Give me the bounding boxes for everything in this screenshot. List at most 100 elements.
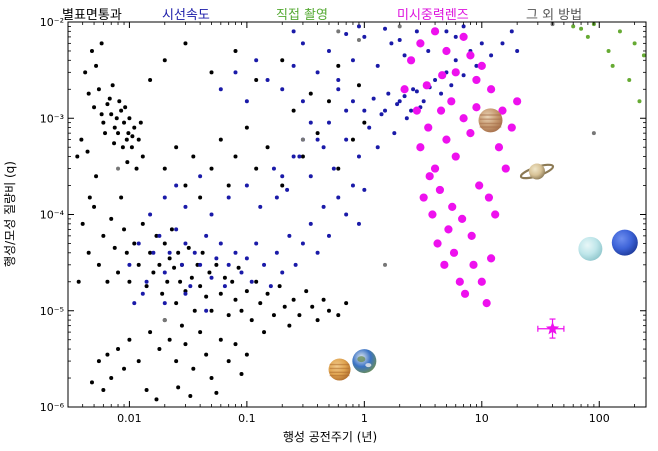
data-point — [336, 195, 341, 200]
data-point — [105, 279, 110, 284]
data-point — [326, 308, 331, 313]
data-point — [79, 137, 84, 142]
data-point — [326, 48, 331, 53]
plot-frame — [67, 21, 647, 408]
planet-body — [328, 358, 351, 381]
data-point — [315, 131, 320, 136]
data-point — [356, 154, 361, 159]
data-point — [472, 103, 481, 112]
data-point — [124, 250, 129, 255]
data-point — [148, 77, 153, 82]
data-point — [99, 112, 104, 117]
planet-body — [578, 236, 603, 261]
data-point — [641, 53, 646, 58]
data-point — [101, 388, 106, 393]
data-point — [571, 24, 576, 29]
data-point — [169, 227, 174, 232]
data-point — [233, 70, 238, 75]
data-point — [479, 41, 484, 46]
data-point — [459, 32, 468, 42]
data-point — [192, 250, 197, 255]
data-point — [254, 77, 259, 82]
data-point — [383, 262, 388, 267]
data-point — [112, 245, 117, 250]
data-point — [449, 83, 454, 88]
data-point — [226, 195, 231, 200]
data-point — [321, 297, 326, 302]
data-point — [477, 61, 486, 70]
data-point — [447, 97, 456, 106]
data-point — [96, 359, 101, 364]
data-point — [144, 279, 149, 284]
data-point — [189, 275, 194, 280]
data-point — [209, 212, 214, 217]
venus-icon — [328, 358, 351, 381]
data-point — [404, 116, 409, 121]
data-point — [94, 63, 99, 68]
data-point — [123, 105, 128, 110]
data-point — [110, 83, 115, 88]
data-point — [287, 233, 292, 238]
data-point — [383, 26, 388, 31]
data-point — [249, 318, 254, 323]
data-point — [350, 99, 355, 104]
data-point — [274, 195, 279, 200]
data-point — [350, 58, 355, 63]
data-point — [498, 106, 507, 115]
series-0 — [75, 41, 367, 402]
earth-icon — [352, 349, 377, 374]
x-tick-label: 1 — [361, 412, 368, 425]
data-point — [132, 241, 137, 246]
data-point — [162, 318, 167, 323]
data-point — [297, 313, 302, 318]
data-point — [265, 145, 270, 150]
data-point — [494, 143, 504, 152]
data-point — [167, 256, 172, 261]
data-point — [92, 204, 97, 209]
data-point — [402, 53, 407, 58]
data-point — [386, 91, 391, 96]
data-point — [469, 260, 478, 269]
data-point — [455, 277, 464, 286]
data-point — [226, 262, 231, 267]
data-point — [433, 239, 442, 248]
data-point — [186, 245, 191, 250]
data-point — [233, 154, 238, 159]
data-point — [254, 58, 259, 63]
data-point — [414, 29, 419, 34]
data-point — [356, 24, 361, 29]
data-point — [222, 275, 227, 280]
data-point — [321, 204, 326, 209]
planet-body — [352, 349, 377, 374]
data-point — [179, 262, 184, 267]
planet-body — [528, 163, 545, 180]
data-point — [461, 73, 466, 78]
data-point — [99, 41, 104, 46]
data-point — [400, 85, 409, 94]
data-point — [344, 108, 349, 113]
data-point — [254, 241, 259, 246]
data-point — [94, 174, 99, 179]
data-point — [344, 32, 349, 37]
data-point — [136, 262, 141, 267]
data-point — [244, 99, 249, 104]
data-point — [442, 135, 451, 144]
data-point — [116, 347, 121, 352]
data-point — [127, 279, 132, 284]
data-point — [249, 279, 254, 284]
data-point — [122, 366, 127, 371]
data-point — [239, 372, 244, 377]
data-point — [154, 233, 159, 238]
data-point — [151, 250, 156, 255]
y-axis-title: 행성/모성 질량비 (q) — [2, 161, 17, 267]
data-point — [183, 41, 188, 46]
data-point — [183, 204, 188, 209]
data-point — [433, 77, 438, 82]
data-point — [425, 172, 434, 181]
data-point — [344, 137, 349, 142]
x-axis-title: 행성 공전주기 (년) — [283, 429, 377, 444]
data-point — [162, 58, 167, 63]
data-point — [326, 120, 331, 125]
data-point — [440, 260, 449, 269]
data-point — [350, 183, 355, 188]
